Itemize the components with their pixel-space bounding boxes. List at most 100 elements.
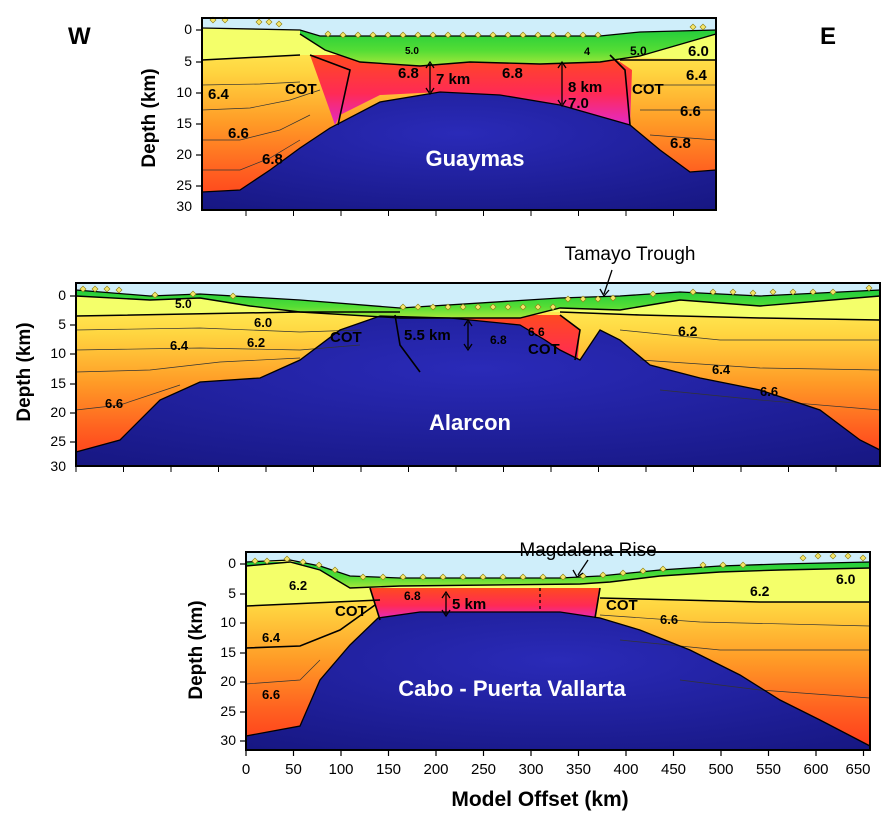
velocity-label: 6.0 (254, 315, 272, 330)
x-tick-label: 450 (661, 761, 686, 778)
x-tick-label: 100 (328, 761, 353, 778)
y-axis-guaymas: 0 5 10 15 20 25 30 (176, 21, 192, 214)
x-tick-label: 650 (845, 761, 870, 778)
x-tick-label: 400 (613, 761, 638, 778)
x-tick-label: 500 (708, 761, 733, 778)
x-tick-label: 600 (803, 761, 828, 778)
y-tick-label: 30 (220, 732, 236, 748)
thickness-arrows-guaymas (425, 60, 567, 108)
panel-title: Cabo - Puerta Vallarta (398, 676, 626, 701)
velocity-label: 6.4 (712, 362, 731, 377)
y-tick-label: 20 (50, 404, 66, 420)
velocity-label: 6.8 (490, 333, 507, 347)
thickness-label: 5.5 km (404, 327, 451, 344)
cot-label: COT (285, 81, 317, 98)
y-tick-label: 15 (50, 375, 66, 391)
velocity-label: 6.4 (170, 338, 189, 353)
velocity-label: 6.8 (404, 589, 421, 603)
velocity-label: 5.0 (175, 297, 192, 311)
velocity-label: 6.8 (670, 135, 691, 152)
velocity-label: 6.2 (678, 323, 698, 339)
x-tick-label: 250 (471, 761, 496, 778)
velocity-label: 5.0 (630, 44, 647, 58)
x-tick-label: 150 (376, 761, 401, 778)
tamayo-trough-label: Tamayo Trough (565, 244, 696, 265)
velocity-label: 6.2 (289, 578, 307, 593)
x-tick-label: 350 (566, 761, 591, 778)
velocity-label: 6.6 (528, 325, 545, 339)
x-axis-ticks (245, 750, 865, 756)
y-tick-label: 10 (220, 614, 236, 630)
velocity-label: 5.0 (405, 46, 419, 57)
cot-label: COT (335, 603, 367, 620)
thickness-label: 7 km (436, 71, 470, 88)
velocity-label: 6.4 (686, 67, 708, 84)
cot-label: COT (606, 597, 638, 614)
velocity-label: 6.6 (262, 687, 280, 702)
y-tick-label: 5 (58, 316, 66, 332)
x-tick-label: 300 (518, 761, 543, 778)
x-tick-label: 200 (423, 761, 448, 778)
alarcon-x-ticks (75, 466, 837, 472)
y-axis-alarcon: 0 5 10 15 20 25 30 (50, 287, 66, 474)
velocity-label: 6.6 (760, 384, 778, 399)
y-axis-cabo: 0 5 10 15 20 25 30 (220, 555, 236, 748)
thickness-arrow-cabo (441, 590, 451, 618)
y-tick-label: 25 (220, 703, 236, 719)
velocity-label: 6.8 (398, 65, 419, 82)
y-axis-title: Depth (km) (186, 600, 207, 699)
stations-alarcon (79, 284, 873, 311)
west-label: W (68, 23, 91, 50)
stations-guaymas (209, 16, 707, 39)
cot-label: COT (632, 81, 664, 98)
velocity-label: 4 (584, 46, 591, 58)
velocity-label: 6.0 (688, 43, 709, 60)
panel-alarcon: Tamayo Trough Alarcon 5.0 6.0 6.4 6.2 6.… (14, 244, 881, 474)
velocity-label: 6.8 (502, 65, 523, 82)
y-axis-title: Depth (km) (139, 68, 160, 167)
panel-guaymas: Guaymas 5.0 4 5.0 6.0 6.4 6.8 6.8 7.0 6.… (139, 16, 717, 214)
velocity-label: 6.6 (660, 612, 678, 627)
y-tick-label: 20 (220, 673, 236, 689)
y-tick-label: 15 (220, 644, 236, 660)
y-tick-label: 0 (58, 287, 66, 303)
x-tick-label: 50 (285, 761, 302, 778)
velocity-label: 6.8 (262, 151, 283, 168)
y-tick-label: 0 (184, 21, 192, 37)
y-tick-label: 30 (176, 198, 192, 214)
y-tick-label: 15 (176, 115, 192, 131)
stations-cabo (251, 552, 867, 581)
thickness-arrow-alarcon (463, 318, 473, 352)
panel-title: Guaymas (425, 146, 524, 171)
panel-cabo: Magdalena Rise Cabo - Puerta Vallarta 6.… (186, 540, 871, 811)
thickness-label: 8 km (568, 79, 602, 96)
velocity-label: 6.2 (247, 335, 265, 350)
x-axis-labels: 0 50 100 150 200 250 300 350 400 450 500… (242, 761, 871, 778)
y-tick-label: 5 (184, 53, 192, 69)
magdalena-rise-label: Magdalena Rise (519, 540, 656, 561)
y-tick-label: 25 (176, 177, 192, 193)
y-tick-label: 10 (50, 345, 66, 361)
thickness-label: 5 km (452, 596, 486, 613)
y-tick-label: 25 (50, 433, 66, 449)
magdalena-pointer (572, 559, 589, 578)
y-tick-label: 0 (228, 555, 236, 571)
velocity-label: 6.0 (836, 571, 856, 587)
y-tick-label: 10 (176, 84, 192, 100)
cot-label: COT (528, 341, 560, 358)
velocity-label: 7.0 (568, 95, 589, 112)
velocity-label: 6.6 (680, 103, 701, 120)
velocity-label: 6.6 (105, 396, 123, 411)
east-label: E (820, 23, 836, 50)
y-tick-label: 20 (176, 146, 192, 162)
velocity-label: 6.6 (228, 125, 249, 142)
panel-title: Alarcon (429, 410, 511, 435)
guaymas-x-ticks (245, 210, 674, 216)
y-tick-label: 30 (50, 458, 66, 474)
tamayo-pointer (599, 269, 613, 298)
velocity-label: 6.2 (750, 583, 770, 599)
x-axis-title: Model Offset (km) (451, 788, 628, 811)
y-tick-label: 5 (228, 585, 236, 601)
